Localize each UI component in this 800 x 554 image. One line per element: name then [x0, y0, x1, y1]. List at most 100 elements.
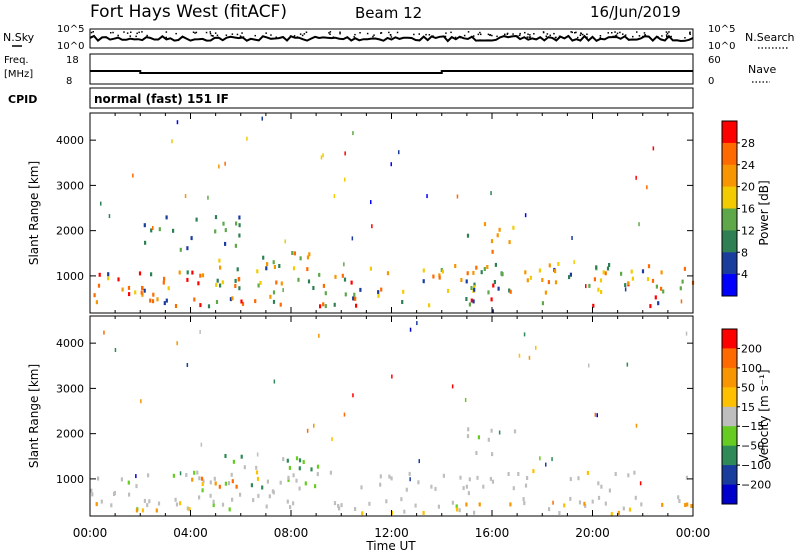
heatmap-cell	[646, 277, 650, 282]
heatmap-cell	[150, 228, 153, 233]
noise-dot	[445, 32, 447, 34]
noise-dot	[477, 33, 480, 36]
heatmap-cell	[261, 116, 263, 121]
heatmap-cell	[176, 120, 179, 125]
heatmap-cell	[295, 478, 298, 483]
noise-tick-low-right: 10^0	[708, 41, 735, 52]
heatmap-cell	[465, 484, 468, 489]
noise-dot	[614, 31, 616, 33]
heatmap-cell	[135, 474, 137, 479]
noise-dot	[459, 36, 462, 39]
heatmap-cell	[234, 284, 237, 288]
heatmap-cell	[322, 283, 325, 288]
heatmap-cell	[297, 277, 300, 282]
heatmap-cell	[322, 302, 325, 307]
noise-dot	[574, 32, 576, 34]
heatmap-cell	[467, 427, 470, 432]
noise-dot	[545, 35, 547, 37]
heatmap-cell	[526, 476, 529, 480]
heatmap-cell	[641, 269, 645, 274]
heatmap-cell	[228, 507, 231, 512]
heatmap-cell	[287, 475, 290, 480]
heatmap-cell	[496, 233, 499, 238]
noise-panel: N.Sky 10^5 10^0 10^5 10^0 N.Search	[3, 24, 795, 52]
velocity-heatmap	[90, 321, 693, 517]
heatmap-cell	[215, 282, 218, 287]
heatmap-cell	[468, 477, 471, 482]
noise-dot	[211, 35, 214, 37]
heatmap-cell	[600, 290, 603, 294]
heatmap-cell	[551, 457, 553, 462]
heatmap-cell	[141, 508, 144, 513]
heatmap-cell	[299, 256, 302, 261]
heatmap-cell	[312, 286, 315, 290]
heatmap-cell	[563, 503, 566, 508]
noise-dot	[524, 31, 526, 34]
heatmap-cell	[235, 221, 238, 226]
nsky-label: N.Sky	[3, 31, 35, 44]
heatmap-cell	[368, 501, 371, 506]
noise-dot	[192, 31, 195, 33]
y-tick-label: 4000	[56, 134, 84, 147]
heatmap-cell	[418, 459, 420, 464]
heatmap-cell	[464, 398, 467, 402]
noise-dot	[571, 31, 573, 34]
colorbar-tick-label: 4	[741, 268, 748, 281]
heatmap-cell	[507, 472, 510, 476]
heatmap-cell	[483, 267, 486, 271]
heatmap-cell	[219, 265, 222, 270]
heatmap-cell	[333, 501, 337, 506]
heatmap-cell	[554, 280, 558, 285]
noise-dot	[389, 34, 392, 36]
noise-dot	[141, 31, 143, 33]
heatmap-cell	[188, 507, 191, 512]
noise-dot	[293, 35, 296, 37]
heatmap-cell	[236, 267, 239, 272]
heatmap-cell	[163, 276, 166, 281]
heatmap-cell	[200, 476, 204, 481]
heatmap-cell	[287, 477, 290, 482]
heatmap-cell	[184, 194, 187, 199]
nave-label: Nave	[748, 63, 776, 76]
heatmap-cell	[246, 136, 248, 141]
noise-dot	[254, 34, 256, 37]
noise-dot	[467, 31, 470, 33]
heatmap-cell	[620, 271, 623, 276]
noise-dot	[632, 35, 634, 38]
colorbar-segment	[722, 367, 737, 388]
heatmap-cell	[477, 435, 480, 440]
heatmap-cell	[156, 297, 159, 302]
heatmap-cell	[340, 503, 343, 508]
heatmap-cell	[107, 276, 110, 281]
heatmap-cell	[279, 302, 282, 307]
power-heatmap	[93, 116, 695, 314]
heatmap-cell	[140, 399, 142, 404]
heatmap-cell	[604, 501, 607, 506]
noise-dot	[265, 32, 267, 34]
heatmap-cell	[414, 503, 417, 508]
noise-dot	[666, 32, 669, 35]
heatmap-cell	[635, 423, 638, 428]
heatmap-cell	[98, 272, 101, 277]
heatmap-cell	[318, 333, 320, 338]
heatmap-cell	[172, 473, 175, 478]
heatmap-cell	[359, 287, 362, 292]
heatmap-cell	[627, 281, 630, 286]
heatmap-cell	[472, 270, 475, 275]
heatmap-cell	[286, 499, 289, 504]
heatmap-cell	[343, 412, 346, 417]
heatmap-cell	[680, 299, 683, 304]
heatmap-cell	[651, 278, 655, 283]
power-colorbar-label: Power [dB]	[757, 180, 771, 245]
heatmap-cell	[240, 299, 243, 304]
heatmap-cell	[266, 479, 269, 484]
heatmap-cell	[597, 495, 601, 500]
heatmap-cell	[254, 299, 257, 304]
noise-dot	[209, 32, 212, 35]
heatmap-cell	[224, 241, 227, 246]
heatmap-cell	[476, 475, 479, 480]
noise-tick-high-right: 10^5	[708, 24, 735, 35]
heatmap-cell	[480, 270, 483, 275]
heatmap-cell	[306, 428, 309, 433]
beam-label: Beam 12	[355, 4, 422, 22]
